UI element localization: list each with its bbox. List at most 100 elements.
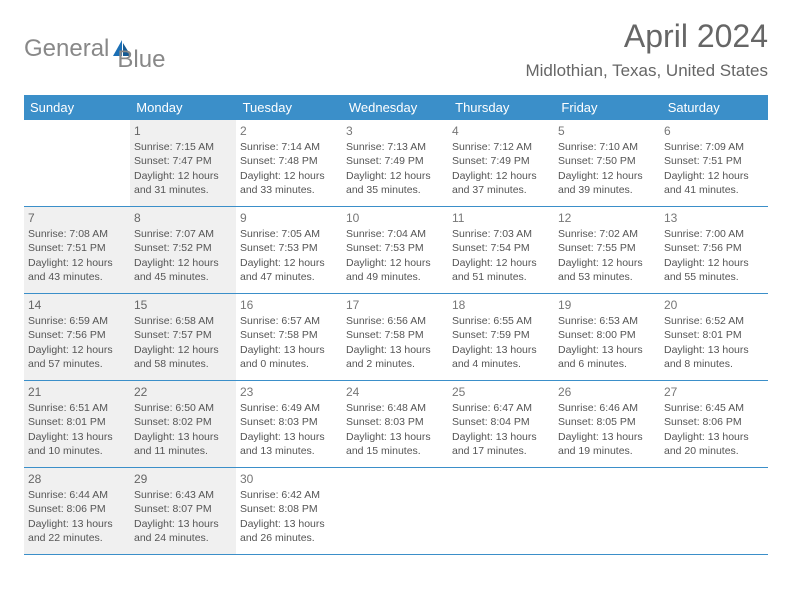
sunset-line: Sunset: 7:49 PM (346, 154, 444, 168)
daylight-line: Daylight: 12 hours and 45 minutes. (134, 256, 232, 284)
daylight-line: Daylight: 12 hours and 57 minutes. (28, 343, 126, 371)
daylight-line: Daylight: 13 hours and 19 minutes. (558, 430, 656, 458)
sunrise-line: Sunrise: 7:02 AM (558, 227, 656, 241)
logo-word2: Blue (117, 46, 165, 74)
day-cell: 26Sunrise: 6:46 AMSunset: 8:05 PMDayligh… (554, 381, 660, 467)
sunset-line: Sunset: 7:52 PM (134, 241, 232, 255)
day-number: 18 (452, 297, 550, 313)
daylight-line: Daylight: 13 hours and 13 minutes. (240, 430, 338, 458)
day-number: 29 (134, 471, 232, 487)
daylight-line: Daylight: 13 hours and 17 minutes. (452, 430, 550, 458)
sunset-line: Sunset: 7:56 PM (664, 241, 762, 255)
daylight-line: Daylight: 12 hours and 31 minutes. (134, 169, 232, 197)
sunrise-line: Sunrise: 7:12 AM (452, 140, 550, 154)
day-cell: 5Sunrise: 7:10 AMSunset: 7:50 PMDaylight… (554, 120, 660, 206)
daylight-line: Daylight: 12 hours and 41 minutes. (664, 169, 762, 197)
sunset-line: Sunset: 7:58 PM (240, 328, 338, 342)
day-number: 25 (452, 384, 550, 400)
sunrise-line: Sunrise: 7:09 AM (664, 140, 762, 154)
daylight-line: Daylight: 13 hours and 20 minutes. (664, 430, 762, 458)
sunrise-line: Sunrise: 6:50 AM (134, 401, 232, 415)
week-row: 14Sunrise: 6:59 AMSunset: 7:56 PMDayligh… (24, 294, 768, 381)
day-cell (660, 468, 766, 554)
day-number: 7 (28, 210, 126, 226)
sunset-line: Sunset: 7:53 PM (240, 241, 338, 255)
day-header-thursday: Thursday (449, 95, 555, 120)
daylight-line: Daylight: 13 hours and 6 minutes. (558, 343, 656, 371)
day-number: 22 (134, 384, 232, 400)
day-number: 8 (134, 210, 232, 226)
daylight-line: Daylight: 12 hours and 43 minutes. (28, 256, 126, 284)
sunrise-line: Sunrise: 6:44 AM (28, 488, 126, 502)
day-cell: 11Sunrise: 7:03 AMSunset: 7:54 PMDayligh… (448, 207, 554, 293)
logo: General Blue (24, 24, 165, 74)
day-number: 6 (664, 123, 762, 139)
daylight-line: Daylight: 12 hours and 53 minutes. (558, 256, 656, 284)
day-cell: 7Sunrise: 7:08 AMSunset: 7:51 PMDaylight… (24, 207, 130, 293)
day-number: 24 (346, 384, 444, 400)
day-number: 21 (28, 384, 126, 400)
day-cell: 18Sunrise: 6:55 AMSunset: 7:59 PMDayligh… (448, 294, 554, 380)
daylight-line: Daylight: 12 hours and 33 minutes. (240, 169, 338, 197)
sunrise-line: Sunrise: 6:55 AM (452, 314, 550, 328)
calendar: SundayMondayTuesdayWednesdayThursdayFrid… (24, 95, 768, 555)
daylight-line: Daylight: 12 hours and 35 minutes. (346, 169, 444, 197)
sunset-line: Sunset: 7:50 PM (558, 154, 656, 168)
day-cell: 12Sunrise: 7:02 AMSunset: 7:55 PMDayligh… (554, 207, 660, 293)
sunrise-line: Sunrise: 7:00 AM (664, 227, 762, 241)
day-number: 30 (240, 471, 338, 487)
daylight-line: Daylight: 13 hours and 2 minutes. (346, 343, 444, 371)
sunset-line: Sunset: 8:01 PM (28, 415, 126, 429)
sunset-line: Sunset: 7:51 PM (28, 241, 126, 255)
day-number: 13 (664, 210, 762, 226)
daylight-line: Daylight: 13 hours and 0 minutes. (240, 343, 338, 371)
day-cell: 4Sunrise: 7:12 AMSunset: 7:49 PMDaylight… (448, 120, 554, 206)
sunrise-line: Sunrise: 7:04 AM (346, 227, 444, 241)
title-block: April 2024 Midlothian, Texas, United Sta… (525, 18, 768, 81)
sunset-line: Sunset: 7:48 PM (240, 154, 338, 168)
sunrise-line: Sunrise: 7:03 AM (452, 227, 550, 241)
sunset-line: Sunset: 8:00 PM (558, 328, 656, 342)
week-row: 28Sunrise: 6:44 AMSunset: 8:06 PMDayligh… (24, 468, 768, 555)
day-cell: 19Sunrise: 6:53 AMSunset: 8:00 PMDayligh… (554, 294, 660, 380)
sunset-line: Sunset: 8:06 PM (664, 415, 762, 429)
header: General Blue April 2024 Midlothian, Texa… (0, 0, 792, 85)
daylight-line: Daylight: 12 hours and 51 minutes. (452, 256, 550, 284)
sunset-line: Sunset: 8:01 PM (664, 328, 762, 342)
sunrise-line: Sunrise: 7:07 AM (134, 227, 232, 241)
day-cell: 20Sunrise: 6:52 AMSunset: 8:01 PMDayligh… (660, 294, 766, 380)
sunrise-line: Sunrise: 6:56 AM (346, 314, 444, 328)
sunset-line: Sunset: 7:55 PM (558, 241, 656, 255)
day-number: 2 (240, 123, 338, 139)
sunset-line: Sunset: 8:04 PM (452, 415, 550, 429)
day-cell: 14Sunrise: 6:59 AMSunset: 7:56 PMDayligh… (24, 294, 130, 380)
sunrise-line: Sunrise: 6:43 AM (134, 488, 232, 502)
day-cell: 24Sunrise: 6:48 AMSunset: 8:03 PMDayligh… (342, 381, 448, 467)
daylight-line: Daylight: 12 hours and 39 minutes. (558, 169, 656, 197)
sunrise-line: Sunrise: 6:46 AM (558, 401, 656, 415)
day-number: 10 (346, 210, 444, 226)
day-cell: 17Sunrise: 6:56 AMSunset: 7:58 PMDayligh… (342, 294, 448, 380)
day-cell: 9Sunrise: 7:05 AMSunset: 7:53 PMDaylight… (236, 207, 342, 293)
sunset-line: Sunset: 7:54 PM (452, 241, 550, 255)
sunrise-line: Sunrise: 7:10 AM (558, 140, 656, 154)
day-number: 17 (346, 297, 444, 313)
day-cell: 2Sunrise: 7:14 AMSunset: 7:48 PMDaylight… (236, 120, 342, 206)
day-header-row: SundayMondayTuesdayWednesdayThursdayFrid… (24, 95, 768, 120)
day-number: 23 (240, 384, 338, 400)
day-header-wednesday: Wednesday (343, 95, 449, 120)
day-cell: 22Sunrise: 6:50 AMSunset: 8:02 PMDayligh… (130, 381, 236, 467)
sunrise-line: Sunrise: 6:57 AM (240, 314, 338, 328)
day-cell: 25Sunrise: 6:47 AMSunset: 8:04 PMDayligh… (448, 381, 554, 467)
sunrise-line: Sunrise: 7:13 AM (346, 140, 444, 154)
day-number: 1 (134, 123, 232, 139)
daylight-line: Daylight: 12 hours and 49 minutes. (346, 256, 444, 284)
daylight-line: Daylight: 13 hours and 4 minutes. (452, 343, 550, 371)
day-number: 19 (558, 297, 656, 313)
day-cell: 29Sunrise: 6:43 AMSunset: 8:07 PMDayligh… (130, 468, 236, 554)
sunset-line: Sunset: 8:03 PM (240, 415, 338, 429)
sunrise-line: Sunrise: 6:59 AM (28, 314, 126, 328)
sunrise-line: Sunrise: 6:53 AM (558, 314, 656, 328)
day-cell: 3Sunrise: 7:13 AMSunset: 7:49 PMDaylight… (342, 120, 448, 206)
day-cell: 28Sunrise: 6:44 AMSunset: 8:06 PMDayligh… (24, 468, 130, 554)
